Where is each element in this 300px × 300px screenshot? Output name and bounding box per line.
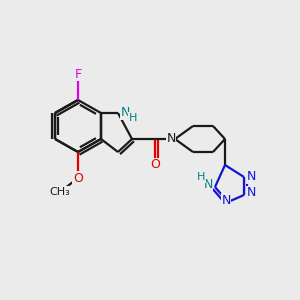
Text: H: H [129, 113, 137, 123]
Text: N: N [203, 178, 213, 190]
Text: N: N [120, 106, 130, 119]
Text: H: H [197, 172, 205, 182]
Text: N: N [166, 133, 176, 146]
Text: F: F [74, 68, 82, 80]
Text: CH₃: CH₃ [50, 187, 70, 197]
Text: N: N [246, 170, 256, 184]
Text: N: N [221, 194, 231, 206]
Text: O: O [150, 158, 160, 172]
Text: O: O [73, 172, 83, 184]
Text: N: N [246, 187, 256, 200]
